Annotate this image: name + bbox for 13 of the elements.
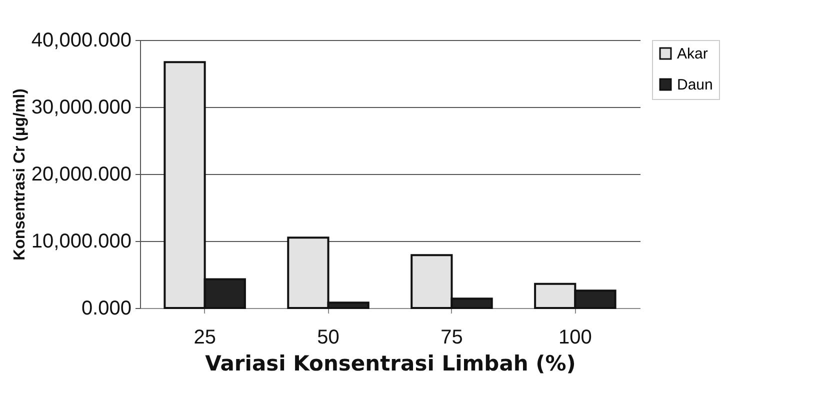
- x-axis-title: Variasi Konsentrasi Limbah (%): [205, 352, 576, 376]
- legend-label: Daun: [677, 76, 713, 94]
- y-tick-label: 20,000.000: [31, 164, 132, 186]
- x-tick-label: 100: [558, 326, 592, 348]
- x-tick-label: 75: [440, 326, 463, 348]
- x-tick-label: 50: [317, 326, 340, 348]
- x-tick-label: 25: [194, 326, 216, 348]
- y-tick-label: 0.000: [81, 298, 132, 320]
- y-tick-label: 30,000.000: [31, 96, 132, 118]
- y-axis-title: Konsentrasi Cr (µg/ml): [11, 88, 28, 260]
- y-tick-label: 40,000.000: [31, 30, 132, 52]
- y-tick-label: 10,000.000: [31, 230, 132, 252]
- legend-label: Akar: [677, 46, 708, 62]
